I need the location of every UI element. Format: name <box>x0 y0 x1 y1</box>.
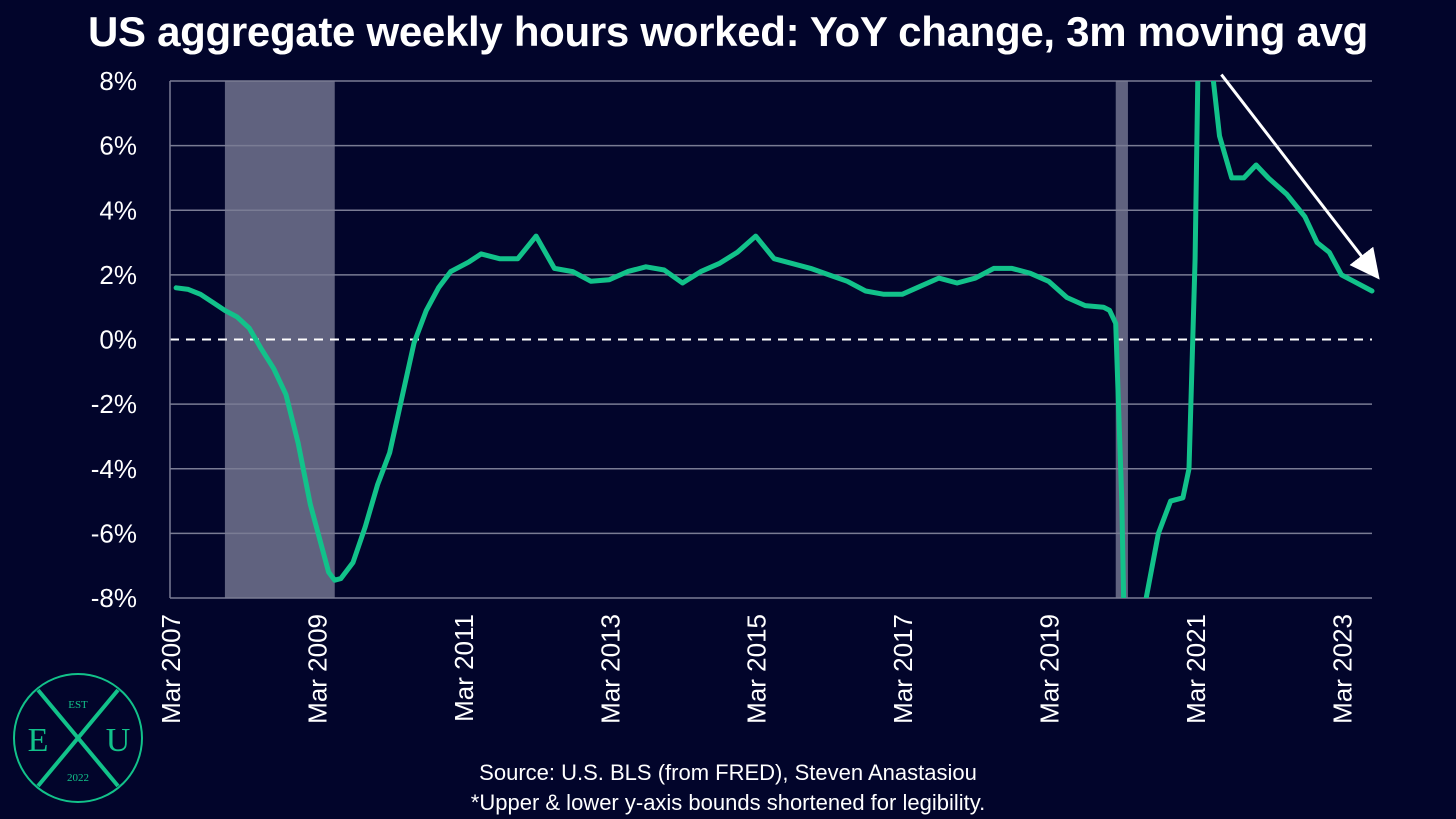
logo-year: 2022 <box>67 772 89 784</box>
logo-e: E <box>28 722 49 759</box>
chart-title: US aggregate weekly hours worked: YoY ch… <box>87 8 1369 55</box>
gridlines <box>169 80 1372 599</box>
trend-arrow <box>1220 73 1380 280</box>
y-tick-label: 4% <box>99 195 137 225</box>
x-tick-label: Mar 2021 <box>1181 614 1211 724</box>
x-tick-label: Mar 2019 <box>1035 614 1065 724</box>
trend-arrow-line <box>1220 73 1380 280</box>
x-tick-label: Mar 2013 <box>595 614 625 724</box>
x-axis-ticks: Mar 2007 Mar 2009 Mar 2011 Mar 2013 Mar 2015… <box>156 614 1357 724</box>
y-tick-label: -6% <box>91 518 137 548</box>
y-tick-label: 0% <box>99 325 137 355</box>
y-axis-ticks: 8% 6% 4% 2% 0% -2% -4% -6% -8% <box>91 66 137 613</box>
source-text: Source: U.S. BLS (from FRED), Steven Ana… <box>479 760 977 785</box>
y-tick-label: 6% <box>99 131 137 161</box>
chart-canvas: 8%6%4%2%0%-2%-4%-6%-8% Mar 2007 Mar 2009 M… <box>91 66 1380 724</box>
x-tick-label: Mar 2007 <box>156 614 186 724</box>
y-tick-label: -8% <box>91 583 137 613</box>
series-line <box>173 81 1375 598</box>
y-tick-label: 2% <box>99 260 137 290</box>
y-tick-label: -4% <box>91 454 137 484</box>
note-text: *Upper & lower y-axis bounds shortened f… <box>470 790 986 815</box>
y-tick-label: -2% <box>91 389 137 419</box>
logo-u: U <box>106 722 131 759</box>
x-tick-label: Mar 2023 <box>1327 614 1357 724</box>
series-line-0 <box>173 81 1375 598</box>
exu-logo: EST E U 2022 <box>13 673 143 803</box>
x-tick-label: Mar 2017 <box>888 614 918 724</box>
y-tick-label: 8% <box>99 66 137 96</box>
logo-est: EST <box>68 699 88 711</box>
x-tick-label: Mar 2015 <box>742 614 772 724</box>
x-tick-label: Mar 2011 <box>449 614 479 722</box>
x-tick-label: Mar 2009 <box>302 614 332 724</box>
